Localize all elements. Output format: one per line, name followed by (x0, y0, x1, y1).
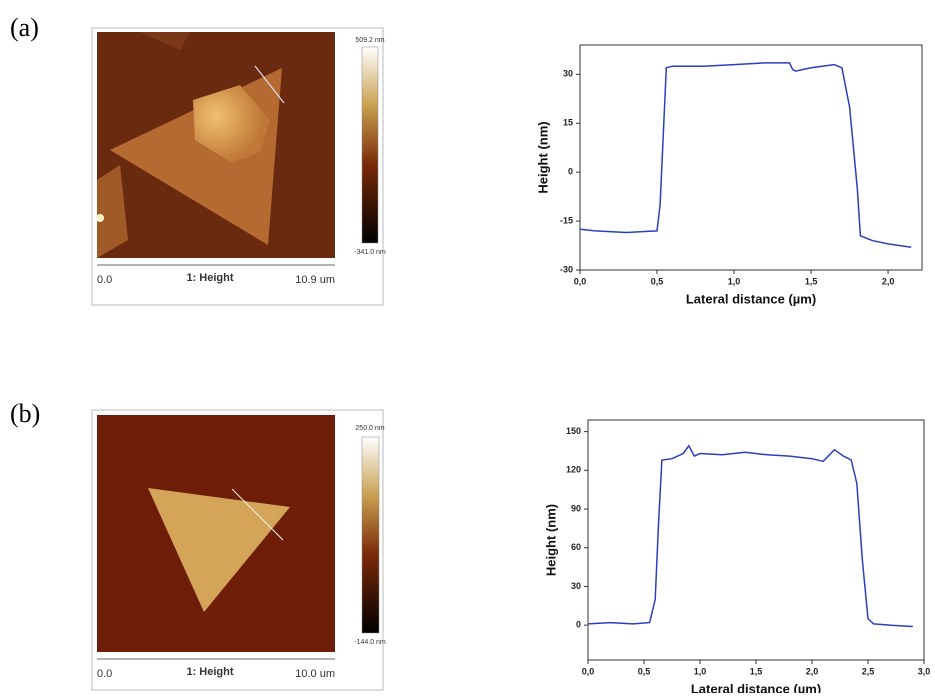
y-tick-label: -30 (560, 264, 573, 274)
x-tick-label: 3,0 (918, 666, 931, 676)
data-line (579, 62, 912, 248)
y-tick-label: -15 (560, 215, 573, 225)
scale-min: -341.0 nm (354, 249, 386, 256)
scale-max: 250.0 nm (355, 425, 384, 432)
x-tick-label: 2,0 (882, 276, 895, 286)
color-bar (361, 436, 380, 634)
scale-max: 509.2 nm (355, 37, 384, 44)
y-tick-label: 15 (563, 118, 573, 128)
profile-line (254, 65, 285, 104)
x-tick-label: 1,0 (728, 276, 741, 286)
y-tick-label: 90 (571, 503, 581, 513)
flake (97, 165, 128, 258)
x-tick-label: 1,5 (805, 276, 818, 286)
x-tick-label: 1,5 (750, 666, 763, 676)
x-axis-title: Lateral distance (µm) (686, 291, 816, 306)
afm-channel: 1: Height (186, 666, 233, 678)
y-axis-title: Height (nm) (535, 121, 550, 193)
x-tick-label: 0,0 (574, 276, 587, 286)
afm-axis-end: 10.9 um (295, 274, 335, 286)
x-tick-label: 2,5 (862, 666, 875, 676)
y-tick-label: 150 (566, 426, 581, 436)
flake (140, 32, 190, 50)
x-tick-label: 0,5 (651, 276, 664, 286)
x-axis-title: Lateral distance (µm) (691, 681, 821, 693)
afm-channel: 1: Height (186, 272, 233, 284)
afm-axis-end: 10.0 um (295, 668, 335, 680)
scale-min: -144.0 nm (354, 639, 386, 646)
particle (96, 214, 104, 222)
color-bar (361, 46, 379, 244)
x-tick-label: 2,0 (806, 666, 819, 676)
y-tick-label: 60 (571, 542, 581, 552)
y-axis-title: Height (nm) (543, 504, 558, 576)
flake (193, 85, 270, 163)
profile-line (231, 488, 284, 541)
y-tick-label: 120 (566, 465, 581, 475)
x-tick-label: 0,5 (638, 666, 651, 676)
x-tick-label: 1,0 (694, 666, 707, 676)
x-tick-label: 0,0 (582, 666, 595, 676)
afm-axis-start: 0.0 (97, 274, 112, 286)
panel-label: (b) (10, 399, 40, 428)
afm-axis-start: 0.0 (97, 668, 112, 680)
y-tick-label: 30 (563, 69, 573, 79)
y-tick-label: 0 (568, 167, 573, 177)
data-line (587, 444, 913, 628)
plot-frame (579, 44, 923, 271)
flake (148, 488, 290, 612)
panel-label: (a) (10, 13, 39, 42)
y-tick-label: 0 (576, 620, 581, 630)
y-tick-label: 30 (571, 581, 581, 591)
